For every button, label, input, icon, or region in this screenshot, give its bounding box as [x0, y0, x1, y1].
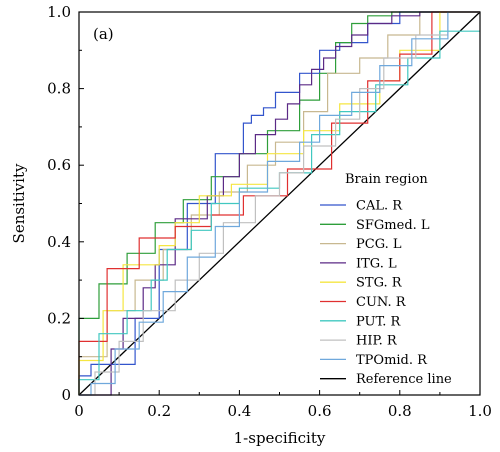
y-tick-label: 0.4 — [47, 233, 71, 251]
series-layer — [78, 11, 480, 396]
axis-ticks: 0 0.2 0.4 0.6 0.8 1.0 0 0.2 0.4 0.6 0.8 1.0 — [47, 3, 492, 420]
series-line-cun-r — [78, 11, 480, 395]
x-tick-label: 0.8 — [388, 402, 412, 420]
x-tick-label: 0.6 — [308, 402, 332, 420]
legend-items: CAL. R SFGmed. L PCG. L ITG. L STG. R CUN. R P… — [320, 199, 452, 387]
y-tick-label: 0 — [61, 386, 71, 404]
legend-label: CAL. R — [356, 199, 403, 214]
legend-label: SFGmed. L — [356, 218, 430, 233]
legend-label: PUT. R — [356, 314, 401, 329]
legend-label: STG. R — [356, 276, 403, 291]
legend-label: ITG. L — [356, 256, 397, 271]
legend-label: HIP. R — [356, 334, 398, 349]
legend-label: PCG. L — [356, 237, 402, 252]
legend: Brain region CAL. R SFGmed. L PCG. L ITG. L… — [320, 172, 452, 387]
x-axis-title: 1-specificity — [234, 429, 326, 447]
x-tick-label: 0.4 — [227, 402, 251, 420]
legend-label: Reference line — [356, 372, 452, 387]
series-line-tpomid-r — [79, 11, 480, 396]
series-line-pcg-l — [78, 11, 480, 395]
y-tick-label: 0.2 — [47, 309, 71, 327]
x-tick-label: 0 — [74, 402, 84, 420]
reference-line — [78, 11, 481, 396]
panel-label: (a) — [93, 25, 114, 43]
y-tick-label: 0.8 — [47, 80, 71, 98]
reference-line-layer — [78, 11, 481, 396]
legend-label: CUN. R — [356, 295, 407, 310]
y-axis-title: Sensitivity — [10, 163, 28, 243]
legend-label: TPOmid. R — [356, 353, 428, 368]
y-tick-label: 1.0 — [47, 3, 71, 21]
legend-title: Brain region — [345, 172, 428, 187]
series-line-itg-l — [79, 11, 480, 396]
y-tick-label: 0.6 — [47, 156, 71, 174]
x-tick-label: 1.0 — [468, 402, 492, 420]
x-tick-label: 0.2 — [147, 402, 171, 420]
